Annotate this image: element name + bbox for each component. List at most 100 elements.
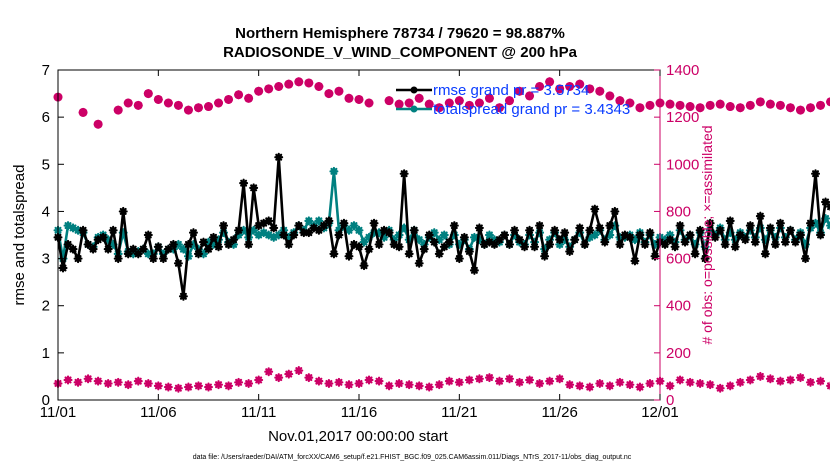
rmse-point <box>284 239 294 249</box>
totalspread-point <box>344 225 354 235</box>
x-axis-label: Nov.01,2017 00:00:00 start <box>268 428 449 445</box>
rmse-point <box>650 251 660 261</box>
possible-obs-point-cross <box>735 103 745 113</box>
totalspread-point <box>63 221 73 231</box>
assimilated-obs-point <box>143 379 153 388</box>
possible-obs-point-cross <box>123 98 133 108</box>
totalspread-point <box>284 232 294 242</box>
x-tick-label: 11/21 <box>441 404 477 421</box>
possible-obs-point-cross <box>274 82 284 91</box>
possible-obs-point-cross <box>334 86 344 96</box>
rmse-point <box>700 254 710 264</box>
chart-subtitle: RADIOSONDE_V_WIND_COMPONENT @ 200 hPa <box>223 44 578 61</box>
assimilated-obs-point <box>665 381 675 391</box>
rmse-point <box>610 206 620 216</box>
rmse-point <box>269 223 279 233</box>
rmse-point <box>459 232 469 242</box>
rmse-point <box>374 239 384 249</box>
y2-tick-label: 0 <box>666 392 674 409</box>
totalspread-point <box>249 225 259 235</box>
possible-obs-point-cross <box>294 77 304 87</box>
rmse-point <box>765 223 775 233</box>
assimilated-obs-point <box>444 376 454 386</box>
rmse-point <box>239 178 249 188</box>
rmse-point <box>750 237 760 247</box>
rmse-point <box>795 230 805 240</box>
rmse-point <box>249 183 259 193</box>
possible-obs-point-cross <box>745 100 755 110</box>
rmse-point <box>540 251 550 261</box>
assimilated-obs-point <box>63 375 73 385</box>
rmse-point <box>565 247 575 256</box>
possible-obs-point-cross <box>535 82 545 91</box>
assimilated-obs-point <box>83 374 93 384</box>
possible-obs-point-cross <box>384 96 394 106</box>
possible-obs-point-cross <box>474 98 484 108</box>
rmse-point <box>499 230 509 240</box>
possible-obs-point-cross <box>635 103 645 113</box>
possible-obs-series <box>53 77 830 129</box>
rmse-point <box>675 221 685 231</box>
totalspread-point <box>560 235 570 245</box>
rmse-point <box>760 249 770 259</box>
legend-marker-rmse <box>410 86 418 94</box>
rmse-point <box>595 223 605 233</box>
totalspread-point <box>545 235 555 245</box>
possible-obs-point-cross <box>484 93 494 103</box>
totalspread-point <box>454 239 464 249</box>
rmse-point <box>479 239 489 249</box>
totalspread-point <box>118 228 128 238</box>
possible-obs-point-cross <box>354 94 364 104</box>
possible-obs-point-cross <box>454 96 464 106</box>
assimilated-obs-point <box>404 380 414 390</box>
assimilated-obs-point <box>264 367 274 377</box>
rmse-point <box>384 228 394 238</box>
assimilated-obs-point <box>675 375 685 385</box>
totalspread-point <box>73 225 83 235</box>
totalspread-point <box>449 230 459 240</box>
totalspread-point <box>665 230 675 240</box>
possible-obs-point-cross <box>424 99 434 109</box>
assimilated-obs-point <box>525 375 535 385</box>
rmse-point <box>244 239 254 249</box>
rmse-point <box>254 221 264 231</box>
assimilated-obs-point <box>133 376 143 386</box>
possible-obs-point-cross <box>133 100 143 110</box>
assimilated-obs-point <box>314 376 324 386</box>
rmse-point <box>429 237 439 247</box>
rmse-point <box>334 230 344 240</box>
possible-obs-point-cross <box>625 98 635 108</box>
y-axis-label: rmse and totalspread <box>11 165 28 306</box>
totalspread-point <box>68 223 78 233</box>
rmse-point <box>800 254 810 264</box>
assimilated-obs-point <box>434 380 444 390</box>
assimilated-obs-point <box>464 375 474 385</box>
rmse-point <box>314 225 324 235</box>
y2-tick-label: 400 <box>666 298 691 315</box>
totalspread-point <box>770 232 780 242</box>
possible-obs-point-cross <box>785 103 795 113</box>
rmse-point <box>259 218 269 228</box>
rmse-point <box>98 232 108 242</box>
possible-obs-point-cross <box>725 102 735 112</box>
rmse-point <box>409 225 419 235</box>
y2-axis-label: # of obs: o=possible; ×=assimilated <box>699 125 715 344</box>
rmse-series <box>53 152 830 301</box>
possible-obs-point-cross <box>304 78 314 88</box>
x-tick-label: 11/16 <box>341 404 377 421</box>
rmse-point <box>780 237 790 247</box>
totalspread-point <box>525 230 535 240</box>
rmse-point <box>605 221 615 231</box>
totalspread-point <box>474 235 484 245</box>
totalspread-point <box>630 235 640 245</box>
rmse-point <box>148 254 158 264</box>
rmse-point <box>745 221 755 231</box>
assimilated-obs-point <box>304 373 314 383</box>
totalspread-point <box>364 232 374 242</box>
possible-obs-point-cross <box>324 89 334 99</box>
rmse-point <box>234 225 244 235</box>
possible-obs-point-cross <box>193 103 203 113</box>
rmse-point <box>339 218 349 228</box>
y2-tick-label: 200 <box>666 345 691 362</box>
rmse-point <box>414 258 424 268</box>
